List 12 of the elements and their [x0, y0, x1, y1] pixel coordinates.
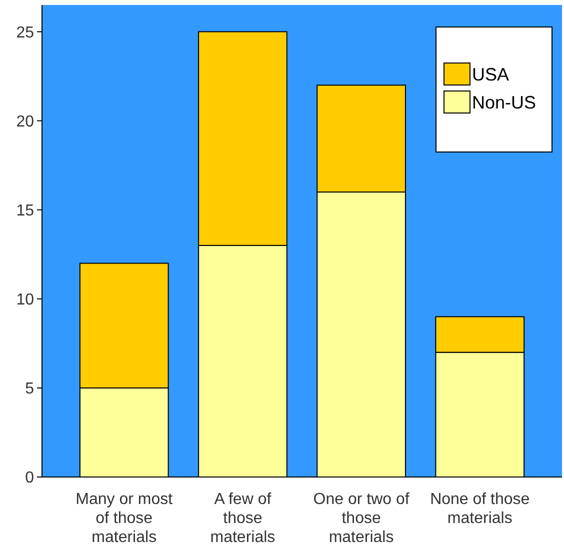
y-tick-label: 5 — [25, 380, 34, 398]
x-tick-label: Many or most of those materials — [76, 491, 174, 546]
x-tick-label: None of those materials — [430, 491, 530, 527]
y-tick-label: 25 — [16, 24, 34, 42]
legend-label: Non-US — [472, 92, 536, 112]
y-tick-label: 15 — [16, 202, 34, 220]
y-tick-label: 0 — [25, 470, 34, 487]
x-tick-label: One or two of those materials — [313, 491, 410, 546]
y-tick-label: 20 — [16, 113, 34, 130]
y-tick-label: 10 — [16, 291, 34, 308]
x-tick-label: A few of those materials — [210, 491, 276, 546]
legend-label: USA — [472, 64, 510, 84]
